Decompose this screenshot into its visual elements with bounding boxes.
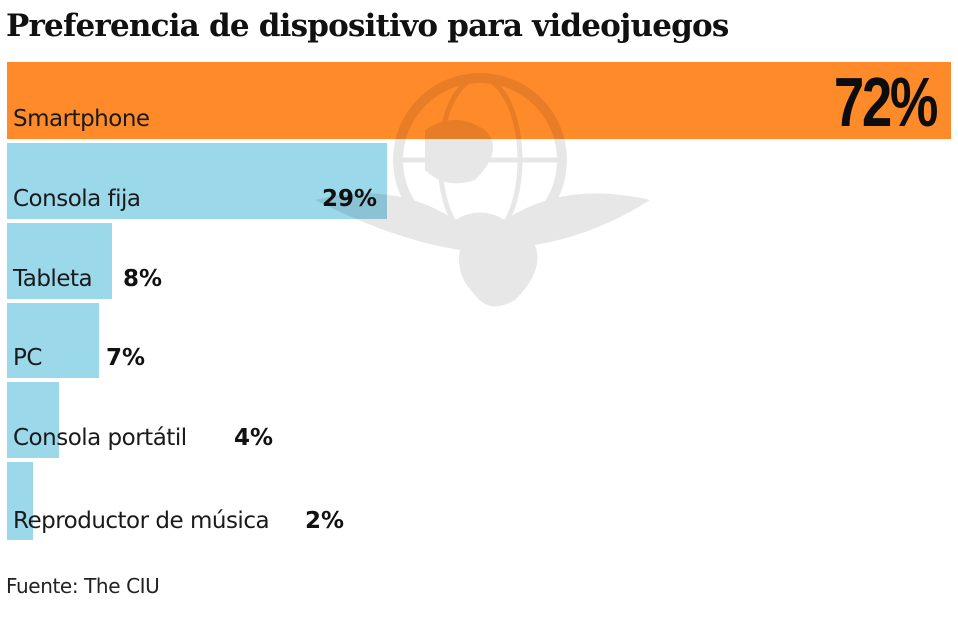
- bar-pc: [7, 303, 99, 378]
- bar-value-consola-portatil: 4%: [234, 425, 274, 451]
- bar-label-smartphone: Smartphone: [13, 106, 150, 132]
- bar-value-smartphone: 72%: [833, 63, 939, 141]
- chart-title: Preferencia de dispositivo para videojue…: [6, 8, 729, 44]
- source-note: Fuente: The CIU: [6, 574, 160, 598]
- bar-label-consola-fija: Consola fija: [13, 186, 141, 212]
- bar-value-pc: 7%: [106, 345, 146, 371]
- bar-value-reproductor-musica: 2%: [305, 508, 345, 534]
- bar-label-consola-portatil: Consola portátil: [13, 425, 187, 451]
- bar-label-pc: PC: [13, 345, 42, 371]
- bar-tableta: [7, 223, 112, 299]
- bar-smartphone: [7, 62, 951, 139]
- bar-value-tableta: 8%: [123, 266, 163, 292]
- bar-value-consola-fija: 29%: [322, 186, 378, 212]
- bar-reproductor-musica: [7, 462, 33, 540]
- bar-label-reproductor-musica: Reproductor de música: [13, 508, 270, 534]
- bar-consola-fija: [7, 143, 387, 219]
- bar-consola-portatil: [7, 382, 59, 458]
- bar-label-tableta: Tableta: [13, 266, 93, 292]
